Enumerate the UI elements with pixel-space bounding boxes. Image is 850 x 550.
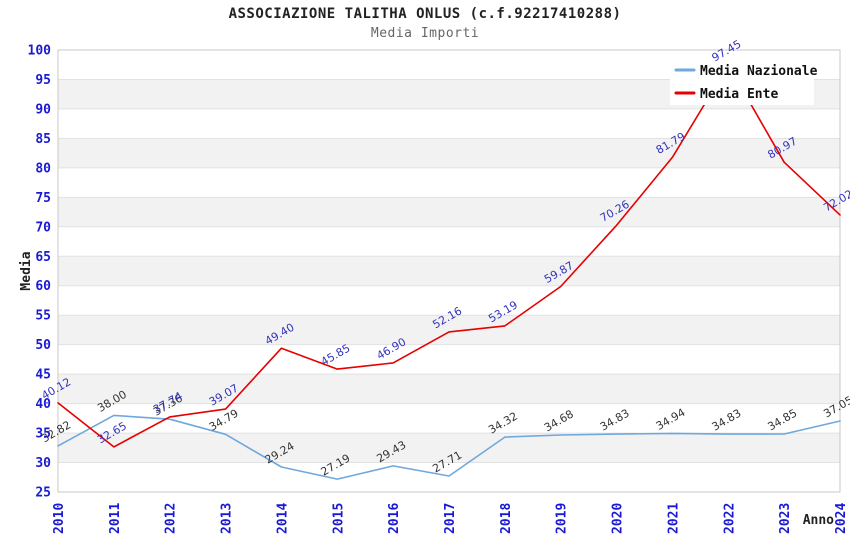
grid-band (58, 462, 840, 492)
grid-band (58, 256, 840, 286)
chart-title: ASSOCIAZIONE TALITHA ONLUS (c.f.92217410… (228, 6, 622, 22)
grid-band (58, 108, 840, 139)
y-tick-label: 55 (35, 309, 51, 324)
y-tick-label: 45 (35, 368, 51, 383)
x-axis-title: Anno (803, 513, 834, 528)
legend: Media Nazionale Media Ente (670, 59, 818, 105)
x-tick-label: 2012 (164, 503, 179, 534)
y-tick-label: 60 (35, 279, 51, 294)
x-tick-label: 2014 (275, 503, 290, 534)
x-tick-label: 2020 (611, 503, 626, 534)
chart-subtitle: Media Importi (370, 26, 480, 41)
y-tick-label: 70 (35, 220, 51, 235)
grid-band (58, 374, 840, 404)
legend-label-media-nazionale: Media Nazionale (700, 64, 818, 79)
y-tick-label: 30 (35, 456, 51, 471)
y-axis-title: Media (19, 251, 34, 290)
x-tick-label: 2023 (778, 503, 793, 534)
y-tick-label: 25 (35, 486, 51, 501)
plot-border (57, 49, 841, 493)
y-tick-label: 85 (35, 132, 51, 147)
grid-band (58, 315, 840, 345)
x-tick-label: 2024 (834, 503, 849, 534)
x-tick-label: 2021 (666, 503, 681, 534)
y-tick-label: 80 (35, 161, 51, 176)
x-tick-label: 2019 (555, 503, 570, 534)
grid-band (58, 344, 840, 375)
y-tick-label: 40 (35, 397, 51, 412)
x-tick-label: 2018 (499, 503, 514, 534)
grid-band (58, 197, 840, 227)
grid-band (58, 403, 840, 434)
y-tick-label: 75 (35, 191, 51, 206)
grid-band (58, 433, 840, 463)
x-tick-label: 2015 (331, 503, 346, 534)
y-tick-label: 50 (35, 338, 51, 353)
x-tick-label: 2017 (443, 503, 458, 534)
y-tick-label: 90 (35, 102, 51, 117)
grid-band (58, 167, 840, 198)
y-tick-label: 100 (28, 44, 52, 59)
series-line-media-nazionale (57, 414, 841, 480)
y-tick-label: 35 (35, 427, 51, 442)
x-tick-label: 2011 (108, 503, 123, 534)
x-tick-label: 2010 (52, 503, 67, 534)
grid-band (58, 285, 840, 316)
x-tick-label: 2013 (220, 503, 235, 534)
x-tick-label: 2016 (387, 503, 402, 534)
grid-band (58, 138, 840, 168)
y-tick-label: 65 (35, 250, 51, 265)
legend-label-media-ente: Media Ente (700, 87, 778, 102)
legend-box (670, 59, 814, 105)
x-tick-label: 2022 (722, 503, 737, 534)
grid-band (58, 226, 840, 257)
y-tick-label: 95 (35, 73, 51, 88)
